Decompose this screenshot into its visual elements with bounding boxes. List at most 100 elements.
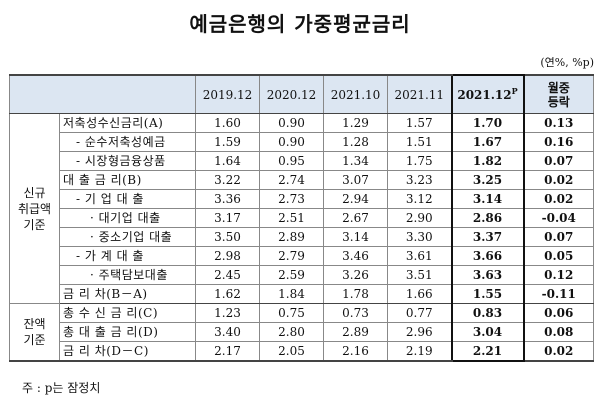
cell-latest: 1.67 [450,132,525,152]
cell-value: 1.29 [323,113,388,133]
cell-latest: 3.37 [450,227,525,247]
row-label: 대 출 금 리(B) [59,170,196,190]
header-blank [9,74,196,114]
cell-latest: 3.63 [450,265,525,285]
cell-value: 2.19 [387,341,452,362]
table-row: - 가 계 대 출 2.98 2.79 3.46 3.61 3.66 0.05 [10,246,594,266]
row-label: 총 수 신 금 리(C) [59,303,196,323]
table-row: - 순수저축성예금 1.59 0.90 1.28 1.51 1.67 0.16 [10,132,594,152]
cell-value: 1.51 [387,132,452,152]
cell-latest: 2.21 [450,341,525,362]
table-row: · 주택담보대출 2.45 2.59 3.26 3.51 3.63 0.12 [10,265,594,285]
cell-value: 1.60 [195,113,260,133]
cell-value: 0.95 [259,151,324,171]
cell-value: 0.90 [259,113,324,133]
header-latest-sup: P [511,85,518,96]
row-label: - 가 계 대 출 [59,246,196,266]
cell-change: 0.05 [523,246,594,266]
cell-latest: 3.14 [450,189,525,209]
cell-latest: 1.55 [450,284,525,304]
table-row: 금 리 차(B－A) 1.62 1.84 1.78 1.66 1.55 -0.1… [10,284,594,304]
cell-latest: 0.83 [450,303,525,323]
table-row: 신규 취급액 기준 저축성수신금리(A) 1.60 0.90 1.29 1.57 1… [9,113,594,304]
cell-value: 3.26 [323,265,388,285]
table-row: 대 출 금 리(B) 3.22 2.74 3.07 3.23 3.25 0.02 [10,170,594,190]
cell-value: 3.51 [387,265,452,285]
cell-latest: 3.25 [450,170,525,190]
cell-value: 2.59 [259,265,324,285]
cell-value: 1.23 [195,303,260,323]
row-label: · 주택담보대출 [59,265,196,285]
cell-value: 2.51 [259,208,324,228]
cell-change: -0.04 [523,208,594,228]
table-row: - 기 업 대 출 3.36 2.73 2.94 3.12 3.14 0.02 [10,189,594,209]
row-label: - 순수저축성예금 [59,132,196,152]
cell-value: 2.90 [387,208,452,228]
header-2021-10: 2021.10 [323,74,388,114]
cell-latest: 1.70 [450,113,525,133]
row-label: 총 대 출 금 리(D) [59,322,196,342]
table-row: 총 대 출 금 리(D) 3.40 2.80 2.89 2.96 3.04 0.… [10,322,594,342]
header-2021-12p: 2021.12P [450,74,525,114]
group-new-line3: 기준 [23,217,46,232]
cell-value: 2.74 [259,170,324,190]
cell-value: 3.36 [195,189,260,209]
group-balance-line2: 기준 [23,333,46,347]
group-balance-line1: 잔액 [23,317,46,331]
cell-value: 2.94 [323,189,388,209]
header-2021-11: 2021.11 [387,74,452,114]
cell-value: 3.17 [195,208,260,228]
table-row: 금 리 차(D－C) 2.17 2.05 2.16 2.19 2.21 0.02 [10,341,594,362]
unit-label: (연%, %p) [540,56,594,69]
cell-value: 2.73 [259,189,324,209]
table-row: · 대기업 대출 3.17 2.51 2.67 2.90 2.86 -0.04 [10,208,594,228]
cell-value: 1.84 [259,284,324,304]
cell-change: 0.12 [523,265,594,285]
table-row: - 시장형금융상품 1.64 0.95 1.34 1.75 1.82 0.07 [10,151,594,171]
row-label: - 시장형금융상품 [59,151,196,171]
header-2019-12: 2019.12 [195,74,260,114]
cell-value: 3.30 [387,227,452,247]
cell-change: 0.07 [523,227,594,247]
cell-value: 2.98 [195,246,260,266]
cell-value: 2.79 [259,246,324,266]
row-label: · 대기업 대출 [59,208,196,228]
row-label: 금 리 차(D－C) [59,341,196,362]
cell-value: 1.64 [195,151,260,171]
cell-value: 1.75 [387,151,452,171]
cell-change: 0.02 [523,189,594,209]
cell-value: 1.34 [323,151,388,171]
header-row: 2019.12 2020.12 2021.10 2021.11 2021.12P… [9,74,594,114]
page-title: 예금은행의 가중평균금리 [189,12,411,36]
cell-value: 1.62 [195,284,260,304]
cell-value: 0.75 [259,303,324,323]
cell-change: 0.16 [523,132,594,152]
cell-value: 0.77 [387,303,452,323]
header-latest-label: 2021.12 [457,87,512,102]
cell-change: -0.11 [523,284,594,304]
header-monthly-change: 월중 등락 [523,74,594,114]
cell-latest: 1.82 [450,151,525,171]
cell-change: 0.08 [523,322,594,342]
cell-value: 3.07 [323,170,388,190]
header-change-line2: 등락 [547,94,570,109]
group-new-line1: 신규 [23,185,46,200]
row-label: 금 리 차(B－A) [59,284,196,304]
cell-value: 2.89 [259,227,324,247]
cell-value: 0.90 [259,132,324,152]
cell-value: 1.59 [195,132,260,152]
row-label: · 중소기업 대출 [59,227,196,247]
cell-value: 3.46 [323,246,388,266]
cell-value: 3.23 [387,170,452,190]
cell-latest: 3.66 [450,246,525,266]
cell-value: 1.66 [387,284,452,304]
cell-latest: 2.86 [450,208,525,228]
cell-value: 2.89 [323,322,388,342]
cell-latest: 3.04 [450,322,525,342]
cell-value: 3.50 [195,227,260,247]
interest-rate-table: 2019.12 2020.12 2021.10 2021.11 2021.12P… [9,74,594,362]
cell-value: 3.12 [387,189,452,209]
cell-value: 3.40 [195,322,260,342]
cell-value: 1.57 [387,113,452,133]
